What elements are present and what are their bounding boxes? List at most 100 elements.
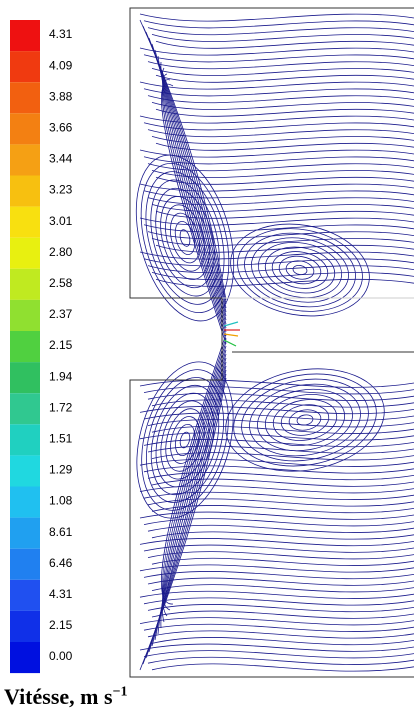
legend-label: 6.46 (49, 556, 73, 570)
legend-label: 2.15 (49, 338, 73, 352)
streamlines (135, 13, 414, 672)
streamline (143, 88, 414, 97)
streamline (288, 409, 322, 431)
streamline (155, 210, 414, 219)
streamline (143, 544, 414, 553)
legend-label: 1.72 (49, 400, 73, 414)
streamline (147, 577, 414, 586)
streamline (154, 357, 227, 641)
streamline (143, 465, 414, 474)
legend-label: 0.00 (49, 649, 73, 663)
legend-swatch (10, 486, 40, 518)
legend-label: 2.37 (49, 307, 73, 321)
legend-swatch (10, 517, 40, 549)
streamline (157, 353, 227, 635)
legend-swatch (10, 393, 40, 425)
streamline (257, 242, 343, 298)
streamline (143, 386, 414, 395)
streamline (151, 637, 414, 646)
caption-superscript: −1 (112, 684, 128, 700)
streamline (146, 377, 224, 503)
streamline (147, 61, 414, 70)
streamline (139, 183, 414, 192)
legend-swatch (10, 206, 40, 238)
streamline (147, 197, 414, 206)
legend-label: 8.61 (49, 525, 73, 539)
streamline (143, 190, 414, 199)
streamline (143, 597, 414, 606)
jet (223, 321, 240, 347)
streamline (161, 333, 227, 605)
wall (129, 7, 414, 678)
streamline (143, 623, 414, 632)
streamline (155, 187, 215, 289)
streamline (147, 27, 414, 36)
legend-swatch (10, 113, 40, 145)
streamline (139, 432, 414, 441)
legend-label: 3.66 (49, 120, 73, 134)
streamline (145, 171, 225, 305)
streamline (151, 557, 414, 566)
streamline (155, 176, 414, 185)
streamline (165, 204, 205, 272)
streamline (151, 102, 414, 110)
streamline (179, 229, 191, 247)
streamline (161, 79, 227, 341)
streamline (251, 237, 349, 303)
streamline (151, 272, 414, 280)
streamline (147, 265, 414, 274)
streamline (160, 349, 227, 629)
streamline (162, 341, 227, 617)
streamline (139, 617, 414, 626)
streamline (151, 452, 414, 461)
streamline (147, 163, 414, 172)
legend-swatch (10, 268, 40, 300)
legend-swatch (10, 82, 40, 114)
streamline (241, 378, 369, 462)
streamline (170, 416, 200, 464)
legend-swatch (10, 424, 40, 456)
streamline (264, 246, 336, 294)
streamline (135, 154, 235, 322)
streamline (147, 524, 414, 533)
streamline (162, 73, 227, 337)
streamline (139, 590, 414, 599)
legend-swatch (10, 237, 40, 269)
legend-label: 2.58 (49, 276, 73, 290)
streamline (151, 399, 414, 408)
streamline (151, 610, 414, 619)
streamline (155, 244, 414, 253)
jet-line (223, 339, 237, 347)
streamline (141, 369, 229, 511)
streamline (139, 379, 414, 388)
streamline (147, 392, 414, 401)
legend-swatch (10, 362, 40, 394)
legend-label: 4.09 (49, 58, 73, 72)
streamline (147, 472, 414, 481)
streamline (249, 383, 361, 457)
streamline (155, 108, 414, 117)
streamline (139, 643, 414, 652)
streamline (147, 445, 414, 454)
streamline (157, 55, 227, 325)
streamline (143, 224, 414, 233)
caption-title: Vitésse, m s (4, 684, 113, 709)
streamline (179, 431, 191, 449)
streamline (161, 83, 227, 345)
streamline (139, 251, 414, 260)
streamline (155, 142, 414, 151)
streamline (143, 122, 414, 131)
legend-label: 1.51 (49, 431, 73, 445)
legend-label: 1.94 (49, 369, 73, 383)
legend-swatch (10, 610, 40, 642)
streamline (160, 61, 227, 329)
streamline (161, 345, 227, 623)
streamline (147, 129, 414, 138)
streamline (151, 34, 414, 42)
legend-swatch (10, 455, 40, 487)
streamline (147, 95, 414, 104)
streamline (139, 149, 414, 158)
legend-label: 2.80 (49, 245, 73, 259)
legend-label: 3.23 (49, 183, 73, 197)
